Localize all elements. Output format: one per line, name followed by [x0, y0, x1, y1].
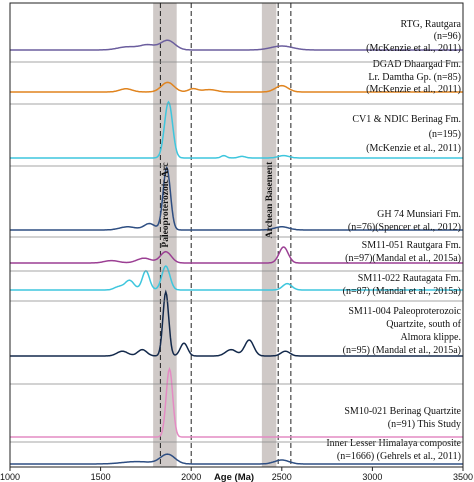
series-curve-5 — [10, 246, 463, 264]
series-label-7-line-3: Almora klippe. — [400, 332, 461, 343]
series-label-1-line-2: (n=96) — [434, 31, 461, 42]
x-axis-label: Age (Ma) — [214, 472, 254, 482]
series-label-6-line-1: SM11-022 Rautagata Fm. — [358, 273, 461, 284]
dashed-reference-lines — [159, 3, 292, 467]
series-curve-7 — [10, 289, 463, 357]
series-curve-6 — [10, 265, 463, 291]
series-curve-9 — [10, 453, 463, 465]
series-label-8-line-2: (n=91) This Study — [388, 419, 461, 430]
x-tick-label-4: 2500 — [272, 472, 292, 482]
series-curve-3 — [10, 100, 463, 159]
series-label-9-line-1: Inner Lesser Himalaya composite — [326, 438, 461, 449]
series-label-7-line-2: Quartzite, south of — [386, 319, 461, 330]
series-label-9-line-2: (n=1666) (Gehrels et al., 2011) — [337, 451, 461, 462]
series-label-3-line-3: (McKenzie et al., 2011) — [366, 143, 461, 154]
x-tick-label-6: 3500 — [453, 472, 473, 482]
x-tick-label-3: 2000 — [181, 472, 201, 482]
x-tick-label-5: 3000 — [362, 472, 382, 482]
series-curve-1 — [10, 39, 463, 51]
series-label-3-line-2: (n=195) — [429, 129, 461, 140]
series-curves — [10, 39, 463, 465]
series-labels: RTG, Rautgara(n=96)(McKenzie et al., 201… — [161, 19, 462, 462]
series-label-7-line-4: (n=95) (Mandal et al., 2015a) — [343, 345, 461, 356]
series-curve-2 — [10, 81, 463, 93]
shaded-band-2 — [261, 3, 277, 467]
series-label-2-line-1: DGAD Dhaargad Fm. — [373, 59, 461, 70]
series-curve-4 — [10, 165, 463, 231]
series-label-2-line-2: Lr. Damtha Gp. (n=85) — [368, 72, 461, 83]
series-label-7-line-1: SM11-004 Paleoproterozoic — [348, 306, 461, 317]
shaded-bands — [153, 3, 277, 467]
series-label-8-line-1: SM10-021 Berinag Quartzite — [344, 406, 461, 417]
band-label-2: Archean Basement — [265, 161, 275, 238]
series-label-5-line-1: SM11-051 Rautgara Fm. — [362, 240, 461, 251]
x-tick-label-2: 1500 — [91, 472, 111, 482]
plot-frame — [9, 2, 464, 468]
series-label-1-line-3: (McKenzie et al., 2011) — [366, 43, 461, 54]
series-label-2-line-3: (McKenzie et al., 2011) — [366, 84, 461, 95]
band-label-1: Paleoproterozoic Arc — [161, 162, 171, 247]
series-label-1-line-1: RTG, Rautgara — [401, 19, 462, 30]
series-curve-8 — [10, 366, 463, 438]
series-label-5-line-2: (n=97)(Mandal et al., 2015a) — [345, 253, 461, 264]
series-label-4-line-1: GH 74 Munsiari Fm. — [377, 209, 461, 220]
series-label-3-line-1: CV1 & NDIC Berinag Fm. — [352, 114, 461, 125]
x-tick-label-1: 1000 — [0, 472, 20, 482]
series-label-4-line-2: (n=76)(Spencer et al., 2012) — [348, 222, 461, 233]
series-label-6-line-2: (n=87) (Mandal et al., 2015a) — [343, 286, 461, 297]
